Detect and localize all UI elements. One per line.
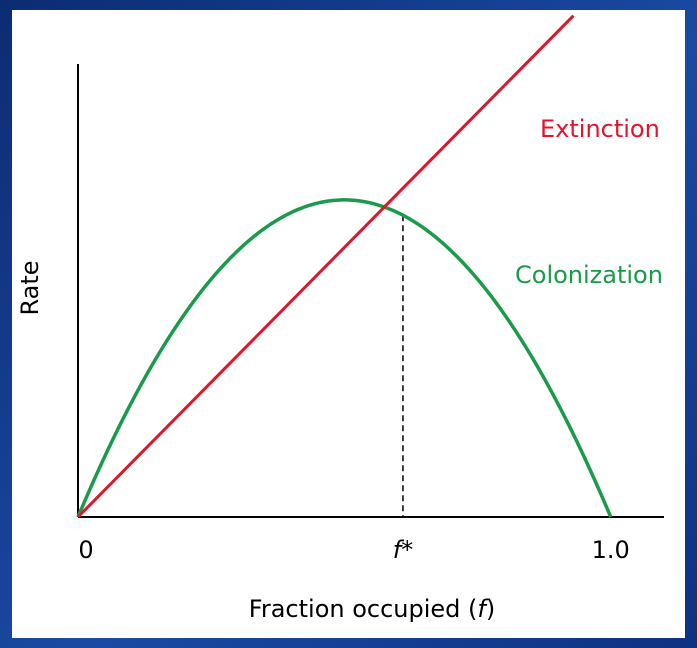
x-tick-label-1: 1.0 — [592, 536, 630, 564]
chart-panel — [12, 10, 685, 638]
x-tick-labels: 0 1.0 — [78, 536, 629, 564]
extinction-line — [76, 14, 575, 519]
x-axis-title-suffix: ) — [486, 595, 495, 623]
x-axis-title-prefix: Fraction occupied ( — [249, 595, 478, 623]
equilibrium-suffix: * — [401, 536, 413, 564]
equilibrium-tick-label: f* — [393, 536, 413, 564]
extinction-label: Extinction — [540, 115, 660, 143]
x-tick-label-0: 0 — [78, 536, 93, 564]
x-axis-title: Fraction occupied (f) — [249, 595, 495, 623]
axes — [77, 64, 664, 518]
y-axis-title: Rate — [16, 260, 44, 315]
colonization-label: Colonization — [515, 261, 663, 289]
colonization-curve — [76, 198, 613, 518]
